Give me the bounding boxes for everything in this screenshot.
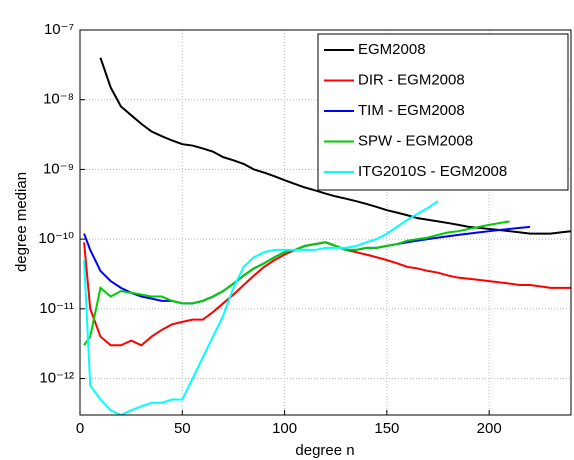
- plot-frame: [79, 29, 572, 416]
- x-tick-label: 100: [272, 420, 297, 437]
- legend-label: SPW - EGM2008: [358, 132, 473, 149]
- series-line: [83, 200, 439, 415]
- series-line: [99, 57, 571, 235]
- x-tick-label: 200: [477, 420, 502, 437]
- legend-label: TIM - EGM2008: [358, 102, 465, 119]
- x-tick-label: 150: [374, 420, 399, 437]
- x-tick-label: 0: [76, 420, 84, 437]
- y-tick-label: 10⁻¹¹: [39, 300, 74, 317]
- y-tick-label: 10⁻¹⁰: [38, 230, 74, 247]
- y-tick-label: 10⁻⁹: [43, 160, 74, 177]
- legend-box: [317, 33, 569, 191]
- series-group: [83, 57, 571, 415]
- y-axis-label: degree median: [13, 172, 30, 272]
- legend-label: EGM2008: [358, 41, 426, 58]
- x-axis-label: degree n: [295, 442, 354, 459]
- y-tick-label: 10⁻¹²: [39, 370, 74, 387]
- y-tick-label: 10⁻⁷: [44, 21, 74, 38]
- legend-label: DIR - EGM2008: [358, 71, 465, 88]
- x-tick-label: 50: [174, 420, 191, 437]
- y-tick-label: 10⁻⁸: [43, 91, 74, 108]
- legend-label: ITG2010S - EGM2008: [358, 163, 507, 180]
